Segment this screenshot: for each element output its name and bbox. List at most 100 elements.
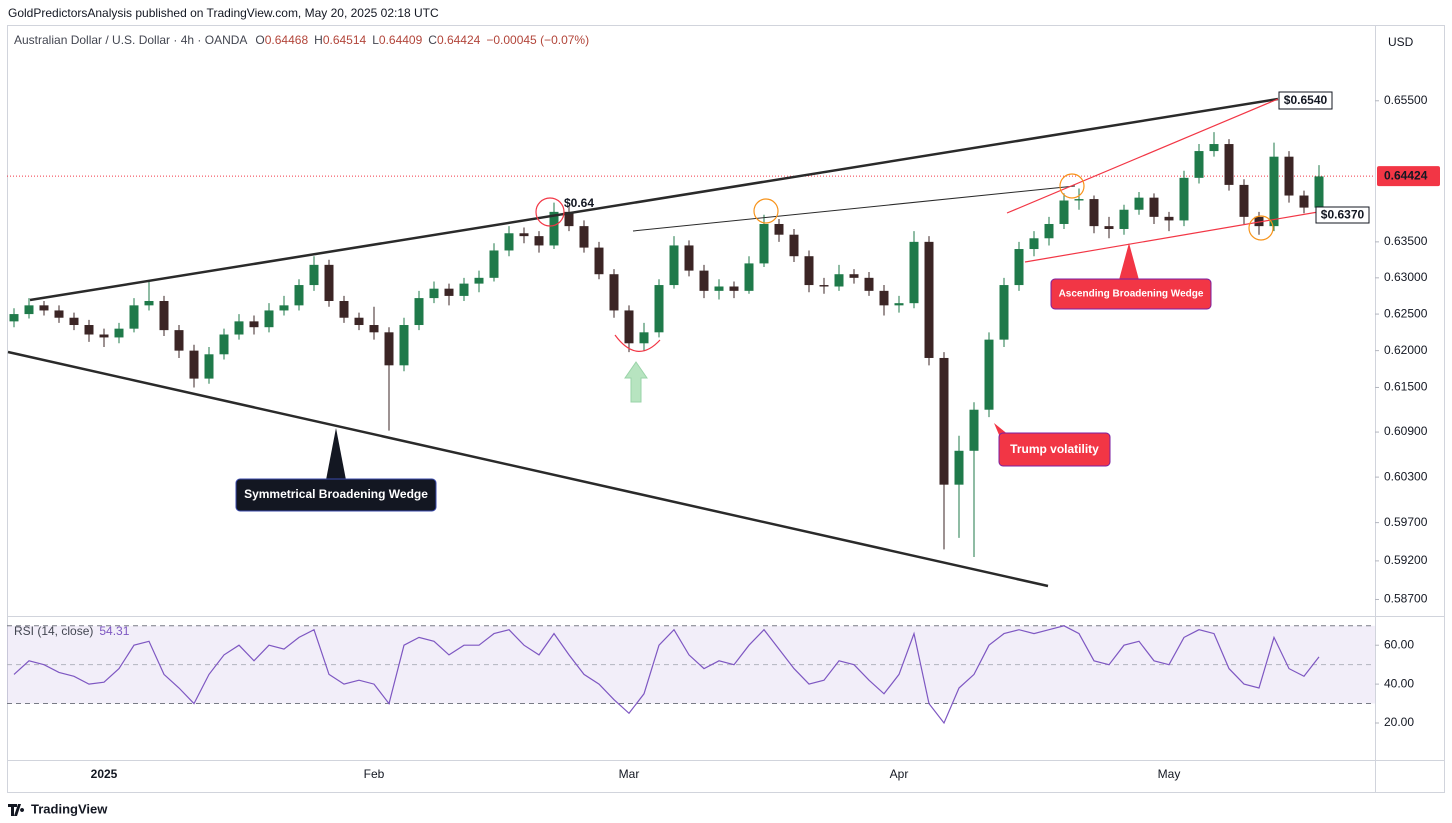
candle-body (9, 314, 19, 322)
drawings (7, 97, 1319, 588)
y-tick-label: 0.59200 (1384, 553, 1428, 567)
y-tick-label: 0.65500 (1384, 93, 1428, 107)
price-label-box (1278, 91, 1333, 110)
candle-body (804, 256, 814, 286)
y-tick-label: 0.63000 (1384, 270, 1428, 284)
candle-body (414, 298, 424, 326)
candle-body (1059, 200, 1069, 224)
candle-body (594, 247, 604, 275)
candle-body (1224, 144, 1234, 185)
candle-body (699, 270, 709, 291)
candle-body (219, 334, 229, 355)
price-label-box (1315, 206, 1370, 224)
rsi-pane: 60.00 40.00 20.00 RSI (14, close) 54.31 (7, 624, 1414, 729)
circle-marker (753, 198, 779, 224)
candle-body (609, 274, 619, 311)
x-tick-label: Mar (619, 767, 640, 781)
y-tick-label: 0.62000 (1384, 343, 1428, 357)
candle-body (1089, 199, 1099, 227)
frame (7, 25, 1445, 793)
price-axis-unit: USD (1388, 35, 1414, 49)
candle-body (279, 305, 289, 311)
circle-marker (1248, 215, 1274, 241)
callout-text: Symmetrical Broadening Wedge (244, 487, 428, 501)
candle-body (1044, 223, 1054, 239)
candle-body (1029, 238, 1039, 250)
candle-body (69, 317, 79, 326)
candle-body (1149, 197, 1159, 217)
candle-body (714, 286, 724, 291)
ascending-upper-line (1006, 98, 1279, 214)
candle-body (729, 286, 739, 291)
candle-body (444, 288, 454, 296)
candle-body (1284, 156, 1294, 196)
candle-body (429, 288, 439, 299)
candle-body (1269, 156, 1279, 227)
price-note: $0.6540 (1284, 93, 1328, 107)
candle-body (84, 325, 94, 335)
wedge-lower-line (7, 350, 1049, 588)
rsi-tick-label: 20.00 (1384, 715, 1414, 729)
candle-body (894, 303, 904, 306)
change: −0.00045 (−0.07%) (486, 33, 589, 47)
candle-body (654, 285, 664, 333)
candle-body (1239, 184, 1249, 217)
candle-body (324, 264, 334, 301)
callout-pointer (326, 428, 346, 480)
x-tick-label: Feb (364, 767, 385, 781)
candle-body (489, 250, 499, 278)
brand-name: TradingView (31, 801, 108, 816)
candle-body (984, 339, 994, 410)
frame-border (7, 25, 1445, 793)
y-tick-label: 0.60900 (1384, 424, 1428, 438)
price-note: $0.64 (564, 196, 594, 210)
candle-body (399, 325, 409, 366)
circle-marker (535, 197, 565, 227)
brand-logo (8, 804, 25, 816)
callout-box (998, 432, 1111, 467)
callout-box (1050, 278, 1212, 310)
candle-body (549, 211, 559, 246)
candle-body (744, 263, 754, 291)
candle-body (1014, 249, 1024, 286)
candle-body (174, 330, 184, 351)
ohlc-label: O (255, 33, 264, 47)
wedge-upper-line (29, 97, 1279, 302)
candle-body (1299, 195, 1309, 208)
publisher: GoldPredictorsAnalysis published on Trad… (8, 6, 439, 20)
candle-body (234, 321, 244, 335)
ohlc-label: H (314, 33, 323, 47)
candle-body (204, 354, 214, 379)
rsi-header: RSI (14, close) 54.31 (14, 624, 130, 638)
rsi-tick-label: 40.00 (1384, 676, 1414, 690)
candle-body (579, 226, 589, 248)
rsi-last: 54.31 (99, 624, 129, 638)
candle-body (1164, 216, 1174, 221)
candle-body (864, 277, 874, 291)
candle-body (114, 328, 124, 338)
candle-body (504, 233, 514, 251)
candle-body (849, 274, 859, 278)
x-tick-label: 2025 (91, 767, 118, 781)
candle-body (39, 305, 49, 311)
candle-body (24, 305, 34, 315)
candle-body (819, 285, 829, 287)
candle-body (339, 300, 349, 318)
candle-body (684, 245, 694, 271)
candle-body (1194, 151, 1204, 178)
rsi-line (13, 625, 1320, 725)
up-arrow (624, 361, 648, 403)
symbol-line: Australian Dollar / U.S. Dollar · 4h · O… (14, 33, 589, 47)
circle-marker (1059, 173, 1085, 199)
candle-body (834, 274, 844, 287)
candle-body (294, 285, 304, 306)
candle-body (1179, 177, 1189, 221)
rsi-label: RSI (14, close) (14, 624, 93, 638)
candle-body (459, 283, 469, 296)
callout-box (235, 478, 437, 512)
candle-body (309, 264, 319, 286)
ohlc-value: 0.64468 (265, 33, 309, 47)
candle-body (1104, 226, 1114, 229)
